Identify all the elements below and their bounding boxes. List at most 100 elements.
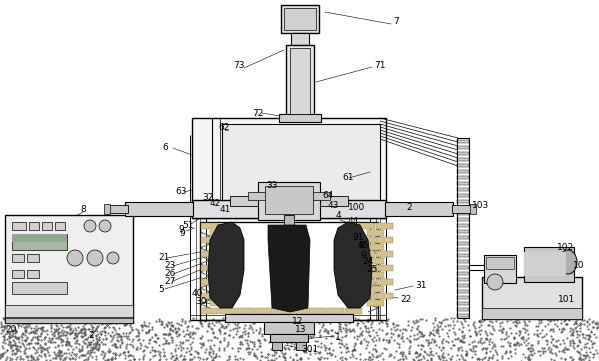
Bar — [457, 164, 469, 167]
Bar — [27, 254, 39, 262]
Bar — [230, 196, 348, 206]
Bar — [225, 314, 353, 322]
Circle shape — [487, 274, 503, 290]
Bar — [452, 205, 472, 213]
Bar — [12, 234, 67, 242]
Text: 21: 21 — [158, 253, 170, 262]
Bar — [457, 200, 469, 203]
Bar — [358, 251, 375, 257]
Bar — [265, 186, 313, 214]
Bar — [345, 308, 362, 314]
Bar — [5, 305, 133, 317]
Bar — [108, 205, 128, 213]
Text: 6: 6 — [162, 144, 168, 152]
Bar — [457, 266, 469, 269]
Bar — [12, 282, 67, 294]
Bar — [457, 188, 469, 191]
Bar — [42, 222, 52, 230]
Bar — [327, 308, 344, 314]
Bar — [125, 202, 193, 216]
Bar — [457, 182, 469, 185]
Bar — [376, 293, 393, 299]
Text: 23: 23 — [164, 261, 176, 270]
Bar — [286, 45, 314, 117]
Bar — [222, 124, 380, 214]
Bar — [376, 279, 393, 285]
Bar — [279, 114, 321, 122]
Bar — [284, 8, 316, 30]
Bar — [210, 244, 227, 250]
Text: 40: 40 — [192, 288, 204, 297]
Text: 12: 12 — [292, 317, 303, 326]
Bar — [457, 158, 469, 161]
Text: 71: 71 — [374, 61, 386, 70]
Bar — [264, 322, 314, 334]
Bar — [273, 308, 290, 314]
Bar — [457, 212, 469, 215]
Bar — [486, 257, 514, 269]
Bar — [367, 286, 384, 292]
Text: 45: 45 — [358, 242, 370, 251]
Text: 73: 73 — [233, 61, 244, 70]
Bar — [457, 206, 469, 209]
Bar — [358, 293, 375, 299]
Bar — [12, 270, 24, 278]
Bar — [358, 279, 375, 285]
Text: 2: 2 — [88, 331, 93, 339]
Text: 63: 63 — [175, 187, 186, 196]
Text: 13: 13 — [295, 326, 307, 335]
Bar — [201, 279, 218, 285]
Polygon shape — [208, 222, 244, 308]
Bar — [5, 215, 133, 323]
Bar — [457, 314, 469, 317]
Text: 32: 32 — [202, 193, 213, 203]
Bar — [376, 265, 393, 271]
Bar — [457, 278, 469, 281]
Circle shape — [107, 252, 119, 264]
Bar — [291, 308, 308, 314]
Text: 20: 20 — [5, 326, 16, 335]
Circle shape — [67, 250, 83, 266]
Text: 1: 1 — [335, 334, 341, 343]
Bar — [457, 224, 469, 227]
Bar — [284, 215, 294, 250]
Bar — [524, 252, 566, 276]
Text: 9: 9 — [178, 226, 184, 235]
Bar — [201, 308, 218, 314]
Text: 25: 25 — [366, 265, 377, 274]
Bar — [210, 272, 227, 278]
Text: 26: 26 — [164, 270, 176, 278]
Text: 103: 103 — [472, 200, 489, 209]
Bar — [358, 265, 375, 271]
Text: 44: 44 — [348, 217, 359, 226]
Bar — [457, 170, 469, 173]
Bar — [5, 318, 133, 323]
Text: 4: 4 — [336, 210, 341, 219]
Text: 62: 62 — [218, 123, 229, 132]
Bar — [201, 293, 218, 299]
Bar — [270, 334, 308, 342]
Ellipse shape — [559, 250, 577, 274]
Bar — [201, 265, 218, 271]
Bar — [367, 300, 384, 306]
Bar — [200, 222, 378, 320]
Bar — [484, 255, 516, 283]
Text: 61: 61 — [342, 174, 353, 183]
Bar — [309, 308, 326, 314]
Bar — [104, 204, 110, 214]
Text: 42: 42 — [210, 199, 221, 208]
Bar — [470, 204, 476, 214]
Bar — [201, 223, 218, 229]
Polygon shape — [334, 222, 372, 308]
Bar — [358, 237, 375, 243]
Text: 301: 301 — [301, 345, 318, 355]
Text: 91: 91 — [352, 234, 364, 243]
Bar — [457, 290, 469, 293]
Bar — [255, 308, 272, 314]
Text: 101: 101 — [558, 296, 575, 304]
Bar — [457, 146, 469, 149]
Text: 8: 8 — [80, 205, 86, 214]
Bar — [457, 176, 469, 179]
Bar — [385, 202, 453, 216]
Bar — [291, 33, 309, 45]
